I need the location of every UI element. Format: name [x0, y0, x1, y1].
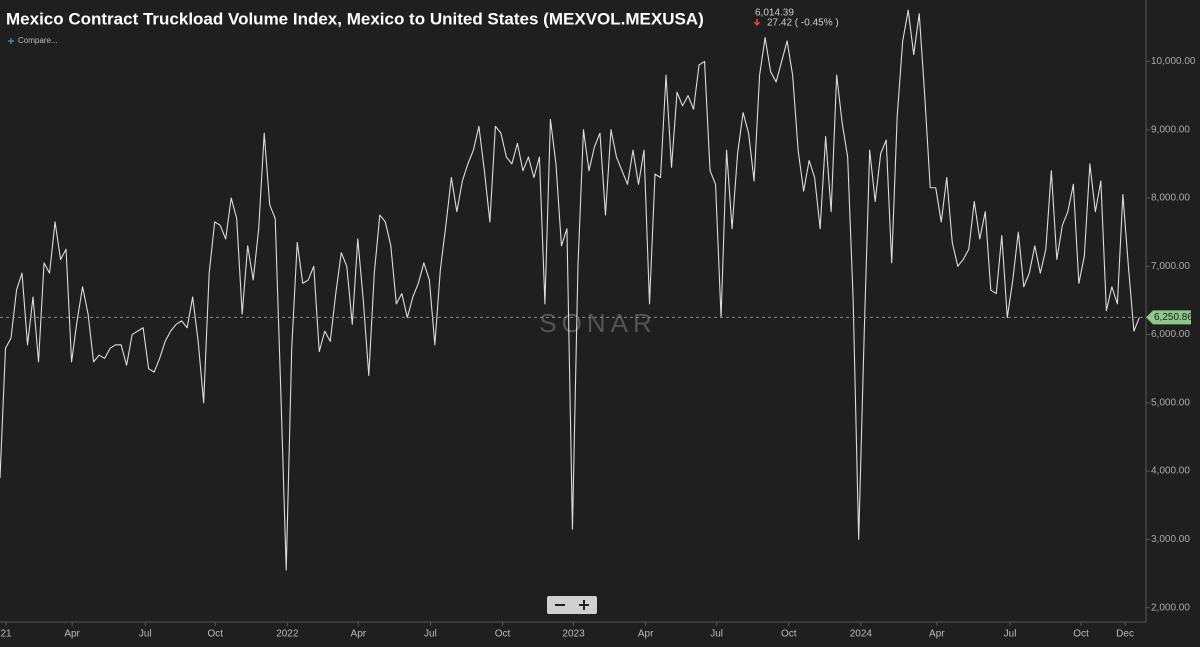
- header-change: 27.42 ( -0.45% ): [767, 18, 839, 29]
- y-tick-label: 3,000.00: [1151, 534, 1190, 545]
- compare-button[interactable]: Compare...: [18, 36, 58, 45]
- x-tick-label: 2022: [276, 629, 299, 640]
- y-tick-label: 6,000.00: [1151, 329, 1190, 340]
- x-tick-label: Oct: [781, 629, 797, 640]
- x-tick-label: Apr: [929, 629, 945, 640]
- y-tick-label: 5,000.00: [1151, 397, 1190, 408]
- y-tick-label: 4,000.00: [1151, 466, 1190, 477]
- compare-icon[interactable]: [8, 38, 14, 44]
- x-tick-label: 2024: [850, 629, 873, 640]
- x-tick-label: Jul: [1004, 629, 1017, 640]
- x-tick-label: Apr: [64, 629, 80, 640]
- x-tick-label: Apr: [351, 629, 367, 640]
- x-tick-label: Jul: [424, 629, 437, 640]
- x-tick-label: Oct: [207, 629, 223, 640]
- x-tick-label: Dec: [1116, 629, 1134, 640]
- x-tick-label: Jul: [139, 629, 152, 640]
- header-value: 6,014.39: [755, 8, 794, 19]
- price-tag-label: 6,250.86: [1154, 312, 1193, 323]
- x-tick-label: Apr: [638, 629, 654, 640]
- x-tick-label: Oct: [495, 629, 511, 640]
- x-tick-label: 21: [0, 629, 12, 640]
- y-tick-label: 7,000.00: [1151, 261, 1190, 272]
- x-tick-label: Oct: [1073, 629, 1089, 640]
- zoom-panel: [547, 596, 597, 614]
- zoom-in[interactable]: [579, 600, 589, 610]
- watermark: SONAR: [539, 308, 656, 338]
- x-tick-label: 2023: [562, 629, 585, 640]
- data-line: [0, 9, 1140, 571]
- y-tick-label: 2,000.00: [1151, 602, 1190, 613]
- zoom-controls: [547, 596, 597, 614]
- x-tick-label: Jul: [710, 629, 723, 640]
- chart-title: Mexico Contract Truckload Volume Index, …: [6, 9, 704, 28]
- price-tag: [1146, 310, 1191, 325]
- y-tick-label: 9,000.00: [1151, 124, 1190, 135]
- y-tick-label: 10,000.00: [1151, 56, 1196, 67]
- y-tick-label: 8,000.00: [1151, 193, 1190, 204]
- down-arrow: [753, 19, 761, 27]
